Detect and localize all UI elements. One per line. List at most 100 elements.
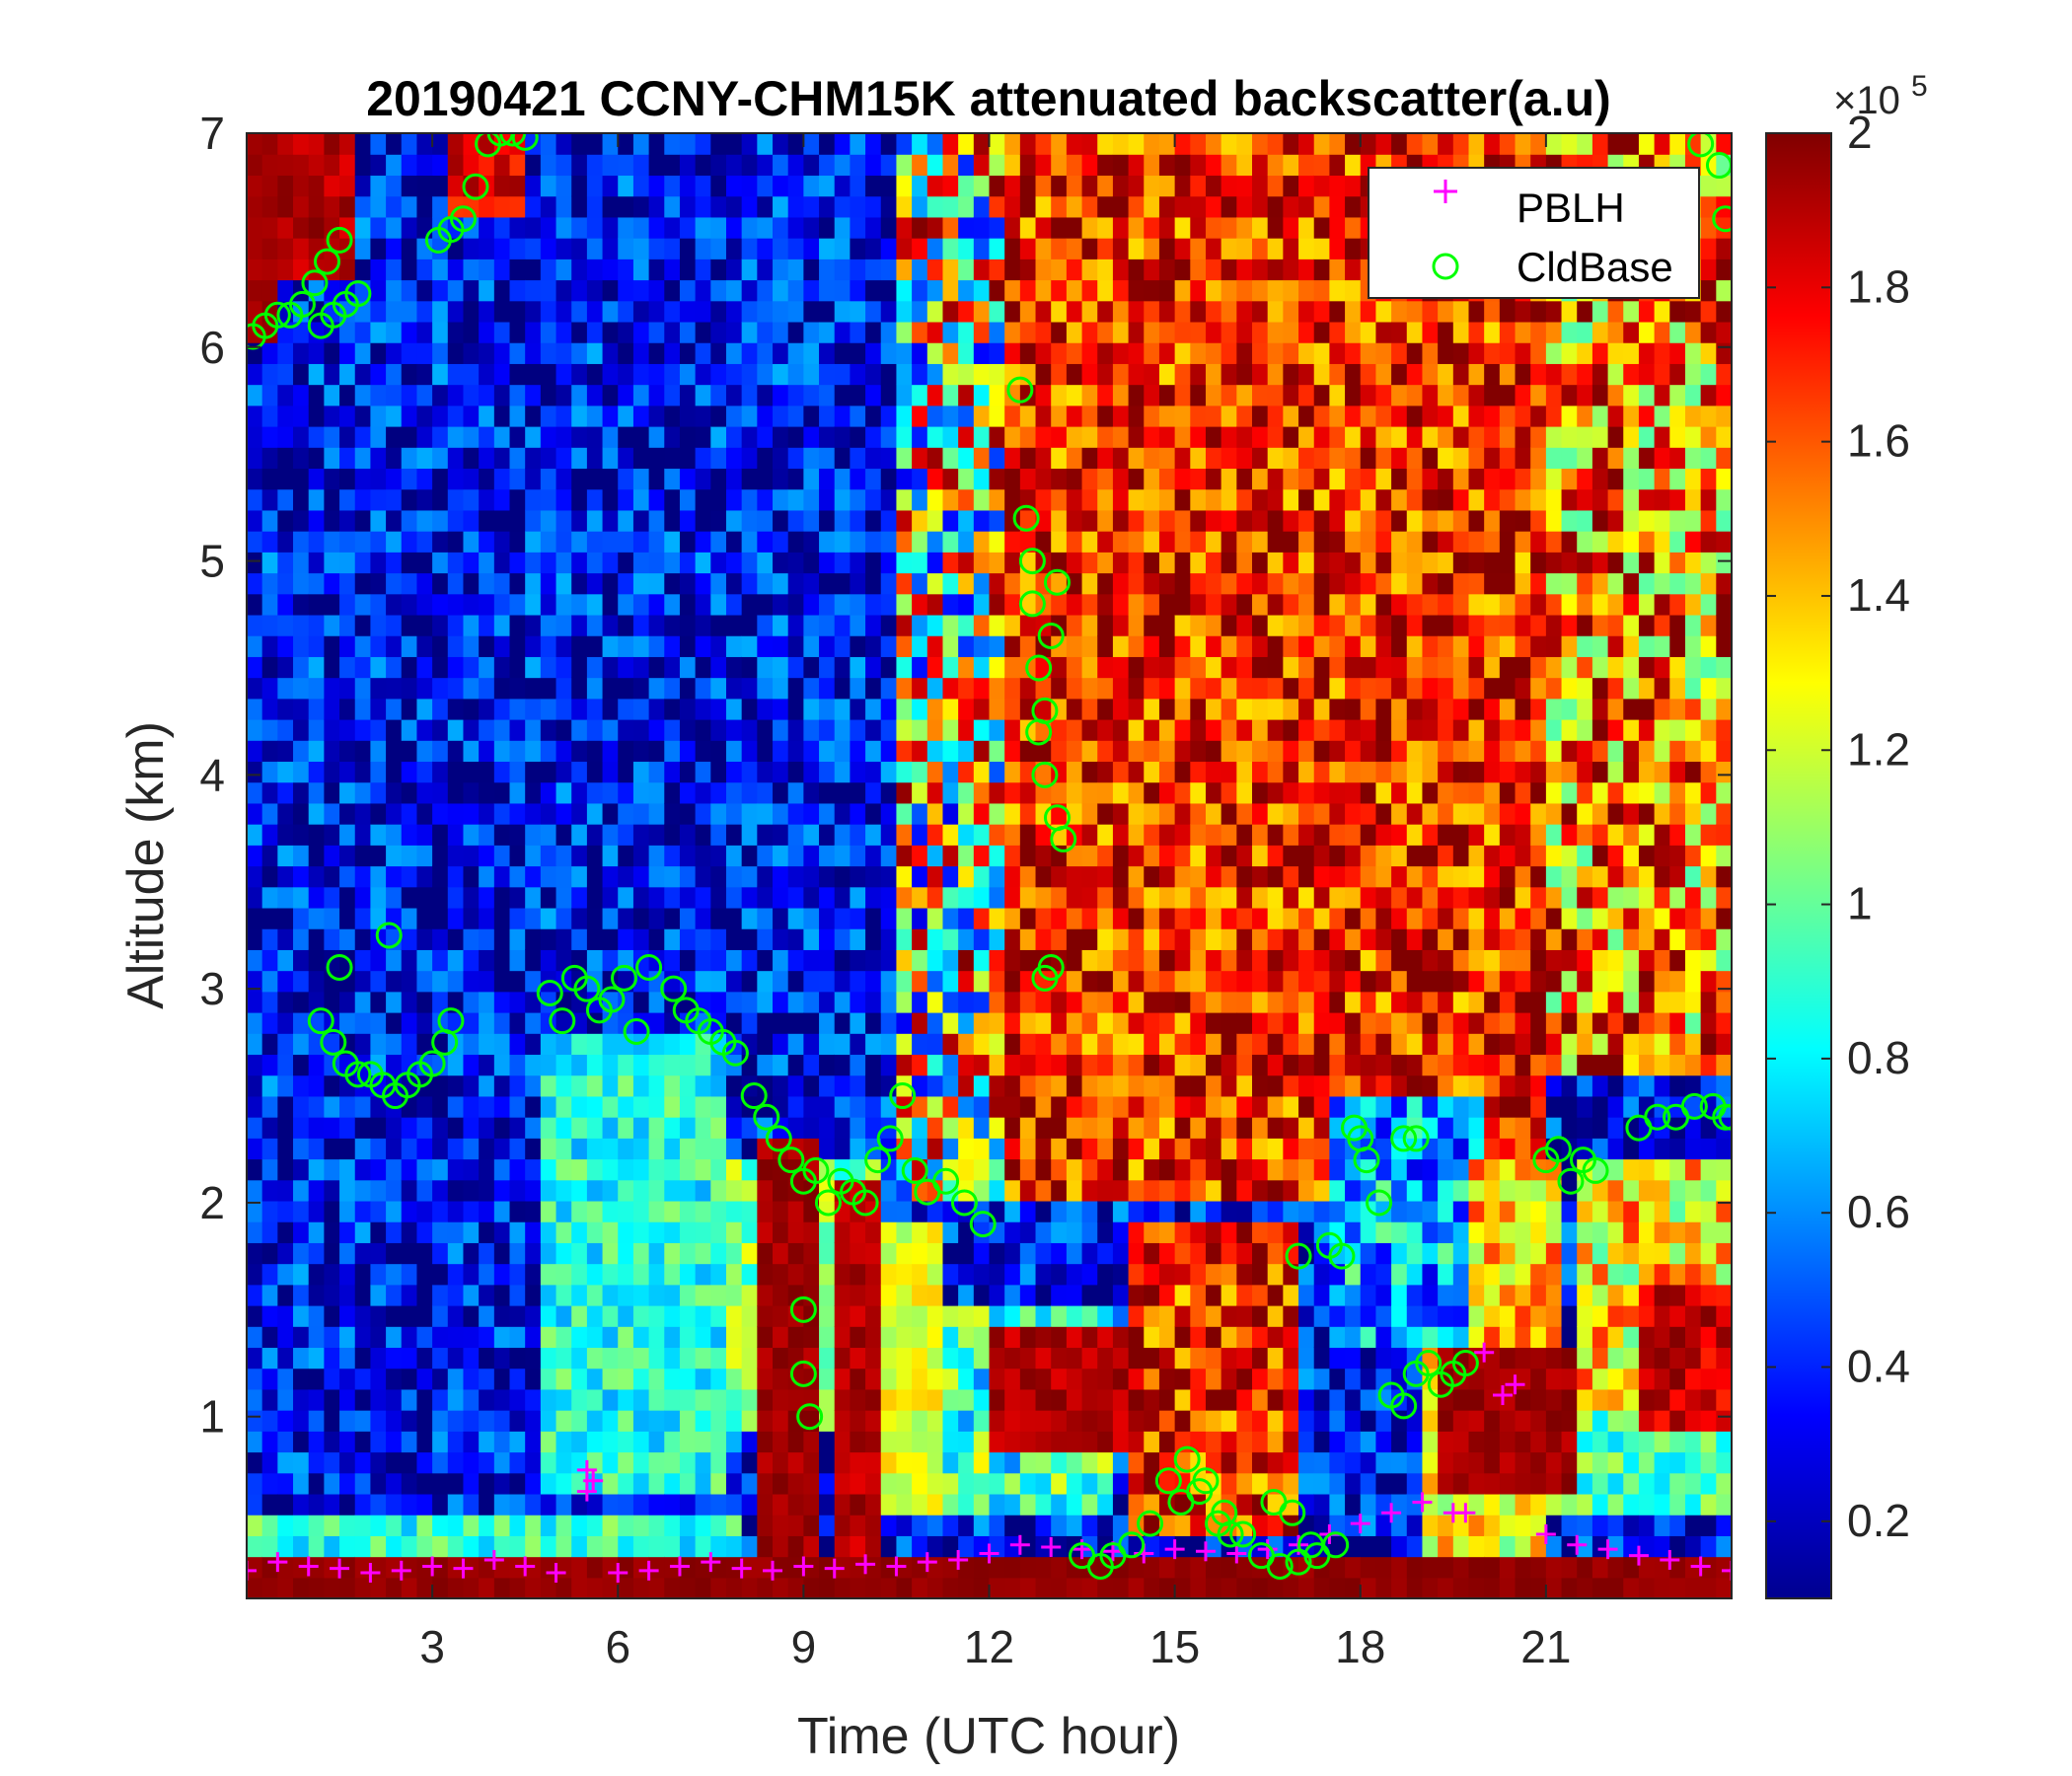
heatmap-cell [354,1305,372,1327]
heatmap-cell [632,802,650,825]
heatmap-cell [354,593,372,616]
heatmap-cell [896,1221,913,1243]
heatmap-cell [912,907,928,929]
heatmap-cell [525,488,542,511]
heatmap-cell [1221,1388,1237,1411]
heatmap-cell [679,405,697,427]
heatmap-cell [540,781,557,804]
heatmap-cell [1329,1138,1346,1160]
heatmap-cell [773,1179,789,1202]
heatmap-cell [1035,1158,1052,1181]
heatmap-cell [339,1012,356,1034]
heatmap-cell [509,175,526,197]
heatmap-cell [989,1095,1005,1118]
heatmap-cell [880,802,898,825]
heatmap-cell [602,1179,619,1202]
heatmap-cell [1144,1305,1160,1327]
heatmap-cell [912,698,928,720]
heatmap-cell [1313,1284,1330,1306]
heatmap-cell [773,259,789,281]
heatmap-cell [1004,1263,1021,1286]
heatmap-cell [618,1263,634,1286]
heatmap-cell [463,1431,480,1453]
heatmap-cell [989,363,1005,386]
heatmap-cell [1081,509,1098,532]
heatmap-cell [1329,970,1346,993]
heatmap-cell [1097,195,1114,218]
heatmap-cell [1019,259,1037,281]
heatmap-cell [896,1200,913,1222]
heatmap-cell [586,907,604,929]
heatmap-cell [1345,1179,1362,1202]
heatmap-cell [725,677,743,700]
heatmap-cell [1205,1410,1222,1432]
heatmap-cell [1158,405,1176,427]
heatmap-cell [1298,1347,1315,1369]
heatmap-cell [540,259,557,281]
heatmap-cell [695,1138,711,1160]
heatmap-cell [725,572,743,595]
heatmap-cell [1252,1535,1269,1558]
heatmap-cell [386,509,403,532]
heatmap-cell [1081,740,1098,763]
heatmap-cell [989,1388,1005,1411]
heatmap-cell [1112,761,1130,783]
heatmap-cell [432,259,449,281]
heatmap-cell [958,552,975,574]
heatmap-cell [493,1179,511,1202]
heatmap-cell [850,175,866,197]
heatmap-cell [865,1556,882,1579]
heatmap-cell [247,1263,263,1286]
heatmap-cell [261,1095,278,1118]
heatmap-cell [1313,572,1330,595]
heatmap-cell [632,1138,650,1160]
heatmap-cell [354,531,372,553]
heatmap-cell [1051,1431,1068,1453]
heatmap-cell [1128,175,1145,197]
heatmap-cell [1097,1200,1114,1222]
heatmap-cell [1066,1472,1083,1495]
heatmap-cell [664,698,681,720]
heatmap-cell [803,363,820,386]
heatmap-cell [247,928,263,950]
heatmap-cell [773,1095,789,1118]
heatmap-cell [1205,405,1222,427]
heatmap-cell [339,531,356,553]
heatmap-cell [865,886,882,909]
heatmap-cell [571,656,588,679]
heatmap-cell [1174,1033,1191,1056]
heatmap-cell [1158,1535,1176,1558]
heatmap-cell [618,802,634,825]
heatmap-cell [1236,1493,1253,1516]
heatmap-cell [571,468,588,490]
heatmap-cell [912,468,928,490]
heatmap-cell [773,175,789,197]
heatmap-cell [1236,1388,1253,1411]
heatmap-cell [834,1012,851,1034]
heatmap-cell [989,216,1005,239]
heatmap-cell [896,740,913,763]
heatmap-cell [1345,1515,1362,1536]
heatmap-cell [1158,1326,1176,1349]
heatmap-cell [757,1556,774,1579]
heatmap-cell [1313,761,1330,783]
heatmap-cell [1252,1388,1269,1411]
heatmap-cell [1252,384,1269,407]
heatmap-cell [1313,300,1330,323]
heatmap-cell [1283,1012,1299,1034]
heatmap-cell [834,719,851,741]
heatmap-cell [1236,133,1253,155]
heatmap-cell [989,531,1005,553]
heatmap-cell [1081,447,1098,470]
heatmap-cell [787,677,804,700]
heatmap-cell [293,1472,310,1495]
heatmap-cell [912,572,928,595]
heatmap-cell [1066,195,1083,218]
heatmap-cell [432,761,449,783]
heatmap-cell [370,1431,387,1453]
heatmap-cell [401,216,418,239]
heatmap-cell [261,886,278,909]
heatmap-cell [555,1410,572,1432]
heatmap-cell [1221,1179,1237,1202]
heatmap-cell [710,1326,727,1349]
